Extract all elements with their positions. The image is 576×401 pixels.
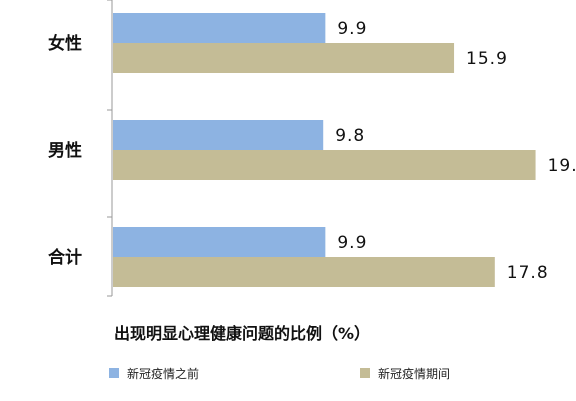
legend-label-during: 新冠疫情期间 (378, 366, 450, 381)
category-label: 男性 (48, 140, 82, 161)
category-label: 女性 (48, 33, 82, 54)
x-axis-label: 出现明显心理健康问题的比例（%） (114, 324, 370, 343)
bars (113, 13, 536, 287)
data-label: 17.8 (507, 263, 549, 283)
bar-before-2 (113, 227, 326, 257)
legend: 新冠疫情之前 新冠疫情期间 (109, 366, 450, 381)
data-label: 19.7 (548, 156, 576, 176)
data-label: 9.9 (337, 19, 367, 39)
category-label: 合计 (48, 247, 82, 268)
data-label: 15.9 (466, 49, 508, 69)
legend-swatch-during (360, 368, 370, 378)
legend-label-before: 新冠疫情之前 (127, 366, 199, 381)
bar-before-1 (113, 120, 324, 150)
bar-during-1 (113, 150, 536, 180)
bar-before-0 (113, 13, 326, 43)
legend-swatch-before (109, 368, 119, 378)
data-labels: 9.9 15.9 9.8 19.7 9.9 17.8 (335, 19, 576, 283)
bar-during-0 (113, 43, 455, 73)
data-label: 9.8 (335, 126, 365, 146)
bar-during-2 (113, 257, 495, 287)
data-label: 9.9 (337, 233, 367, 253)
y-axis-ticks (107, 0, 112, 297)
